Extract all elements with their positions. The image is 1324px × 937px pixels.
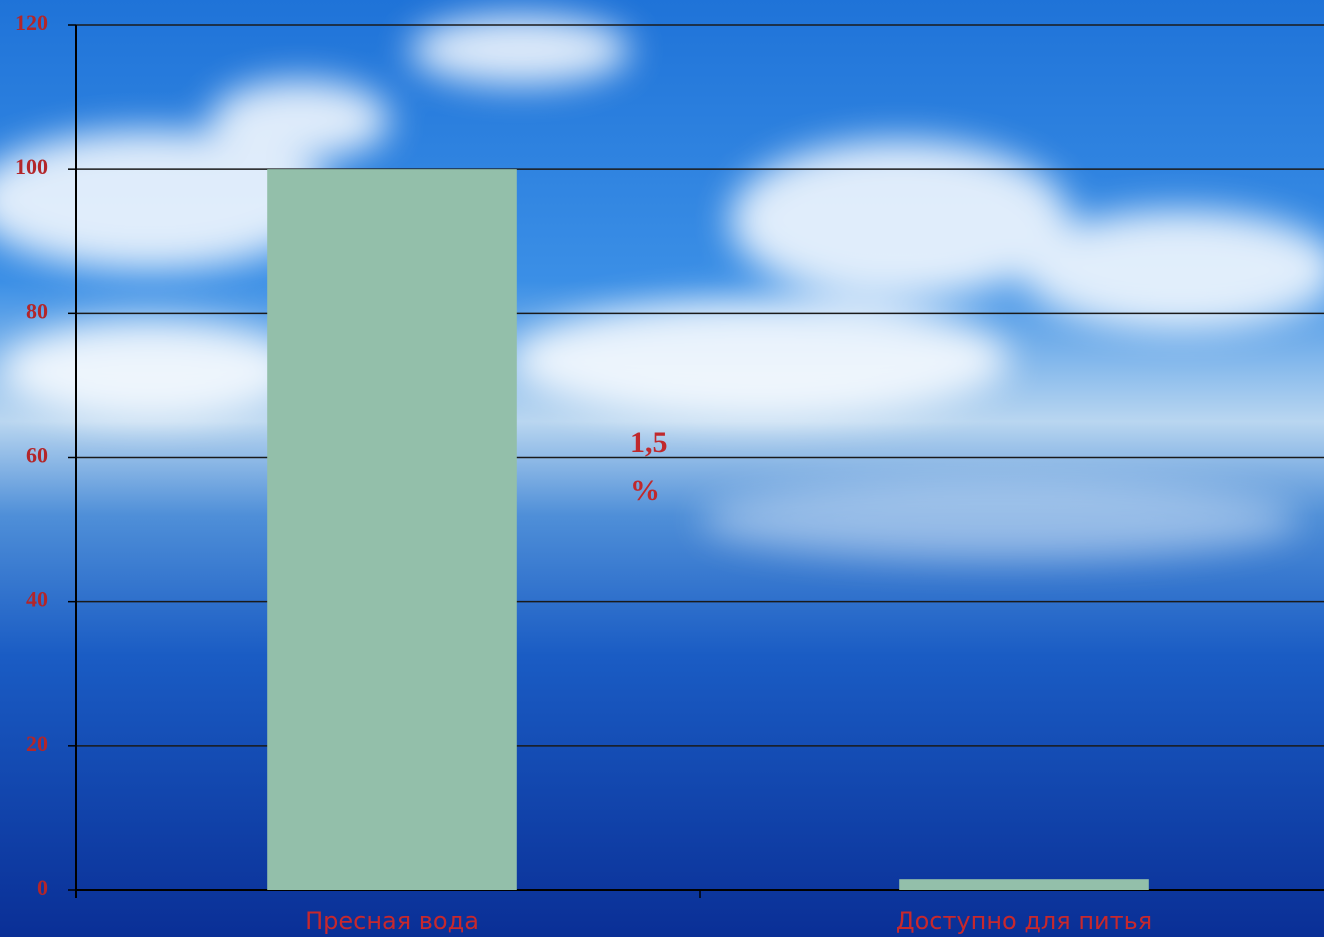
x-tick-label: Пресная вода xyxy=(305,907,479,935)
x-tick-label: Доступно для питья xyxy=(896,907,1152,935)
y-tick-label: 0 xyxy=(37,875,48,900)
y-tick-label: 60 xyxy=(26,443,48,468)
annotation: 1,5% xyxy=(630,426,668,507)
y-tick-label: 40 xyxy=(26,587,48,612)
bar xyxy=(267,169,517,890)
y-tick-label: 20 xyxy=(26,731,48,756)
y-tick-label: 100 xyxy=(15,154,48,179)
bar xyxy=(899,879,1149,890)
y-tick-label: 80 xyxy=(26,298,48,323)
y-tick-label: 120 xyxy=(15,10,48,35)
